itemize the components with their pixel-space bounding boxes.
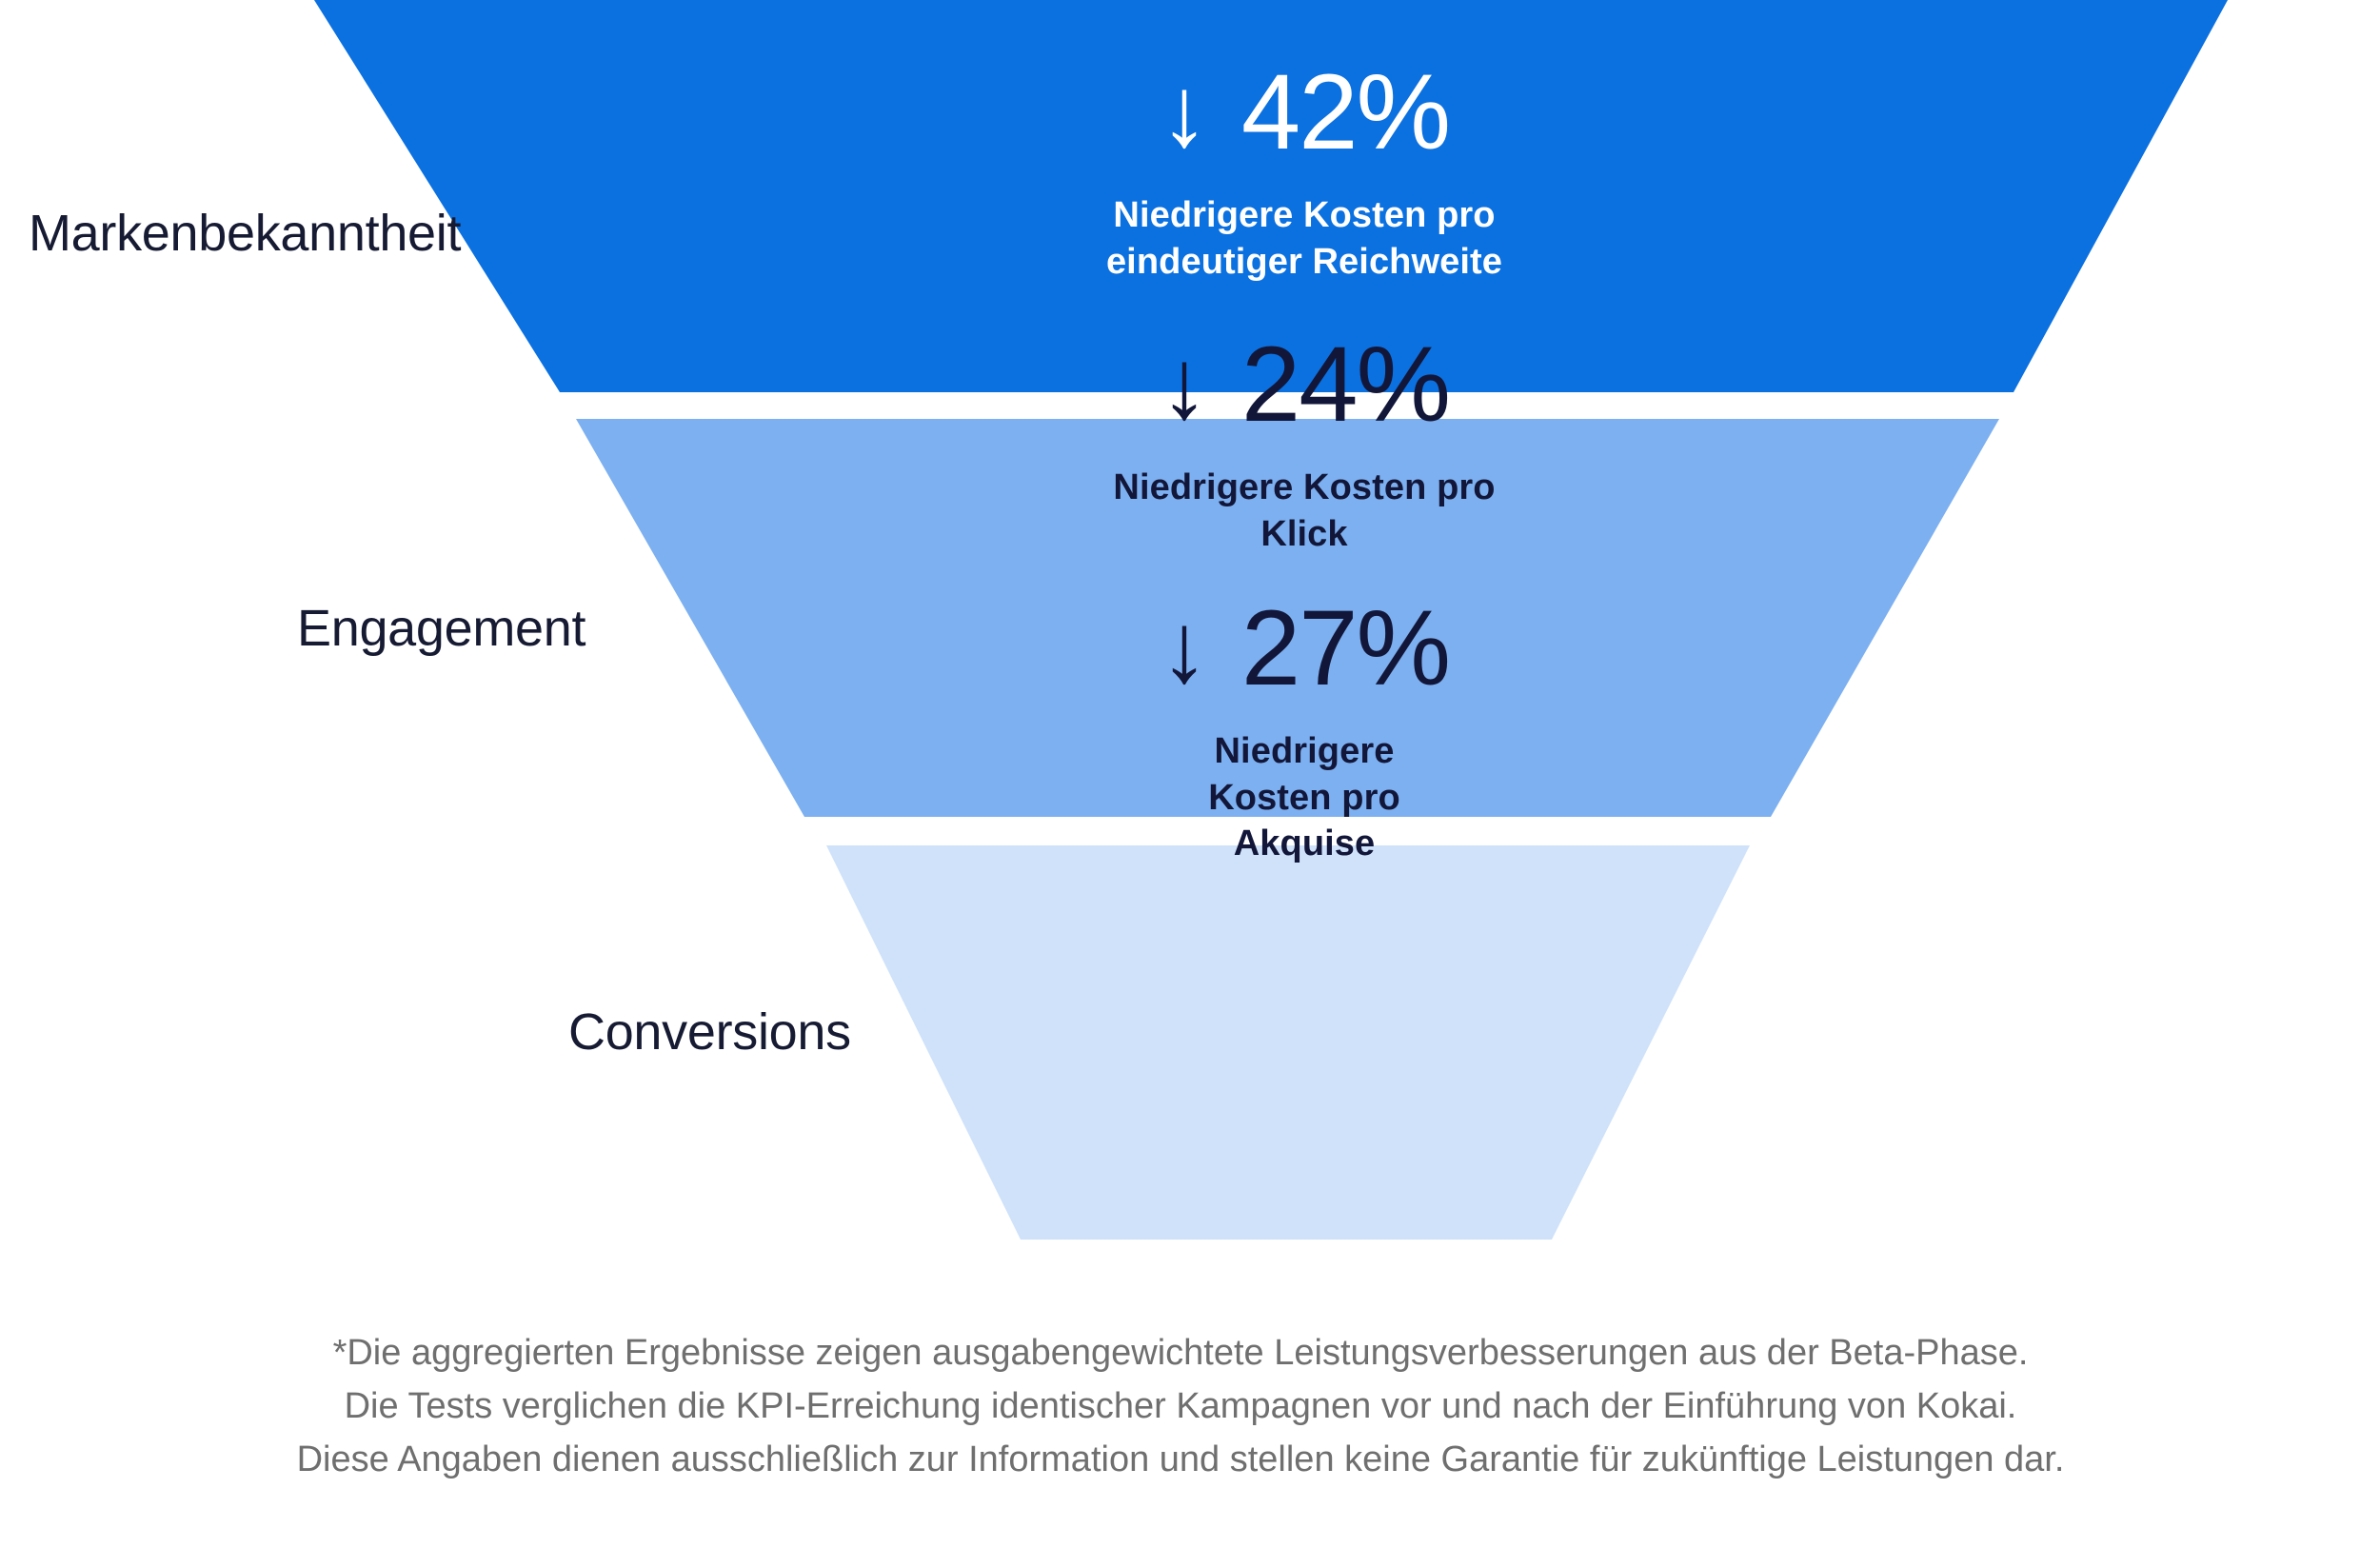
metric-caption-line: Klick bbox=[1260, 513, 1348, 554]
funnel-segment-awareness-shape bbox=[314, 0, 2228, 392]
metric-headline-engagement: ↓ 24% bbox=[743, 331, 1866, 438]
metric-caption-line: Niedrigere Kosten pro bbox=[1113, 195, 1496, 235]
footnote-line: *Die aggregierten Ergebnisse zeigen ausg… bbox=[332, 1333, 2029, 1373]
metric-caption-line: Akquise bbox=[1233, 824, 1376, 864]
funnel-segment-conversions-shape bbox=[826, 845, 1750, 1240]
stage-label-markenbekanntheit: Markenbekanntheit bbox=[29, 205, 462, 262]
metric-caption-line: eindeutiger Reichweite bbox=[1105, 241, 1503, 282]
metric-value-awareness: 42% bbox=[1240, 52, 1451, 171]
metric-caption-line: Niedrigere Kosten pro bbox=[1113, 467, 1496, 507]
footnote-disclaimer: *Die aggregierten Ergebnisse zeigen ausg… bbox=[0, 1326, 2361, 1487]
arrow-down-icon: ↓ bbox=[1159, 593, 1209, 704]
stage-label-conversions: Conversions bbox=[568, 1003, 851, 1061]
funnel-segment-engagement-shape bbox=[576, 419, 1999, 817]
metric-engagement: ↓ 24% Niedrigere Kosten pro Klick bbox=[743, 331, 1866, 557]
stage-label-engagement: Engagement bbox=[297, 600, 586, 657]
metric-awareness: ↓ 42% Niedrigere Kosten pro eindeutiger … bbox=[743, 59, 1866, 285]
footnote-line: Diese Angaben dienen ausschließlich zur … bbox=[296, 1439, 2065, 1480]
metric-caption-line: Kosten pro bbox=[1208, 777, 1400, 818]
arrow-down-icon: ↓ bbox=[1159, 329, 1209, 440]
metric-value-engagement: 24% bbox=[1240, 325, 1451, 444]
arrow-down-icon: ↓ bbox=[1159, 57, 1209, 168]
metric-caption-conversions: Niedrigere Kosten pro Akquise bbox=[1133, 728, 1476, 867]
metric-conversions: ↓ 27% Niedrigere Kosten pro Akquise bbox=[743, 595, 1866, 867]
metric-value-conversions: 27% bbox=[1240, 588, 1451, 707]
metric-caption-engagement: Niedrigere Kosten pro Klick bbox=[743, 465, 1866, 557]
metric-caption-line: Niedrigere bbox=[1214, 731, 1395, 771]
metric-headline-conversions: ↓ 27% bbox=[743, 595, 1866, 702]
metric-caption-awareness: Niedrigere Kosten pro eindeutiger Reichw… bbox=[743, 192, 1866, 285]
footnote-line: Die Tests verglichen die KPI-Erreichung … bbox=[344, 1386, 2017, 1427]
metric-headline-awareness: ↓ 42% bbox=[743, 59, 1866, 166]
